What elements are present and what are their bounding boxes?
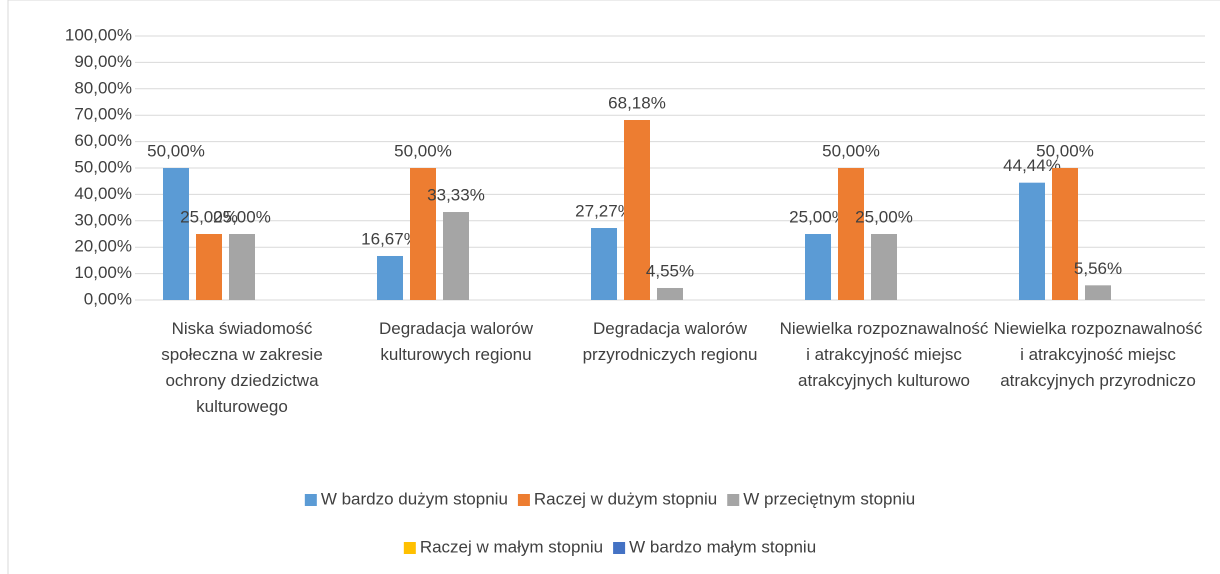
y-tick-label: 0,00% xyxy=(84,289,132,308)
y-tick-label: 30,00% xyxy=(74,210,132,229)
data-label: 27,27% xyxy=(575,201,633,220)
bar xyxy=(1052,168,1078,300)
data-label: 33,33% xyxy=(427,185,485,204)
y-tick-label: 100,00% xyxy=(65,25,132,44)
y-tick-label: 10,00% xyxy=(74,263,132,282)
data-label: 25,00% xyxy=(855,207,913,226)
bar xyxy=(410,168,436,300)
y-tick-label: 20,00% xyxy=(74,237,132,256)
data-label: 50,00% xyxy=(394,141,452,160)
bar xyxy=(657,287,683,300)
legend-label: W bardzo dużym stopniu xyxy=(321,489,508,508)
legend-swatch xyxy=(517,494,530,506)
data-label: 25,00% xyxy=(789,207,847,226)
data-label: 50,00% xyxy=(822,141,880,160)
y-tick-label: 60,00% xyxy=(74,131,132,150)
data-label: 68,18% xyxy=(608,93,666,112)
bar xyxy=(229,234,255,300)
legend-label: W przeciętnym stopniu xyxy=(743,489,915,508)
data-label: 44,44% xyxy=(1003,156,1061,175)
legend-swatch xyxy=(727,494,740,506)
bar xyxy=(805,234,831,300)
bar xyxy=(377,255,403,300)
data-label: 50,00% xyxy=(147,141,205,160)
bar xyxy=(163,168,189,300)
legend-label: W bardzo małym stopniu xyxy=(629,537,816,556)
y-tick-label: 80,00% xyxy=(74,78,132,97)
data-label: 5,56% xyxy=(1074,259,1122,278)
bar xyxy=(1085,285,1111,300)
data-label: 4,55% xyxy=(646,261,694,280)
y-tick-label: 70,00% xyxy=(74,105,132,124)
bar xyxy=(871,234,897,300)
legend-label: Raczej w małym stopniu xyxy=(420,537,603,556)
data-label: 25,00% xyxy=(180,207,238,226)
data-label: 50,00% xyxy=(1036,141,1094,160)
x-tick-label: Niewielka rozpoznawalność i atrakcyjność … xyxy=(780,319,989,390)
x-tick-label: Degradacja walorów kulturowych regionu xyxy=(379,319,534,364)
legend-swatch xyxy=(304,494,317,506)
data-label: 25,00% xyxy=(213,207,271,226)
x-tick-label: Degradacja walorów przyrodniczych regionu xyxy=(583,319,758,364)
bar xyxy=(196,234,222,300)
bar xyxy=(591,228,617,300)
legend-swatch xyxy=(403,542,416,554)
chart-border xyxy=(7,0,1220,574)
data-label: 16,67% xyxy=(361,229,419,248)
x-tick-label: Niewielka rozpoznawalność i atrakcyjność … xyxy=(994,319,1203,390)
bar xyxy=(624,120,650,301)
legend-label: Raczej w dużym stopniu xyxy=(534,489,717,508)
y-tick-label: 40,00% xyxy=(74,184,132,203)
x-tick-label: Niska świadomość społeczna w zakresie ochr… xyxy=(161,319,323,416)
bar xyxy=(1019,182,1045,300)
y-tick-label: 90,00% xyxy=(74,52,132,71)
y-tick-label: 50,00% xyxy=(74,157,132,176)
bar xyxy=(443,212,469,300)
bar xyxy=(838,168,864,300)
legend-swatch xyxy=(613,542,626,554)
